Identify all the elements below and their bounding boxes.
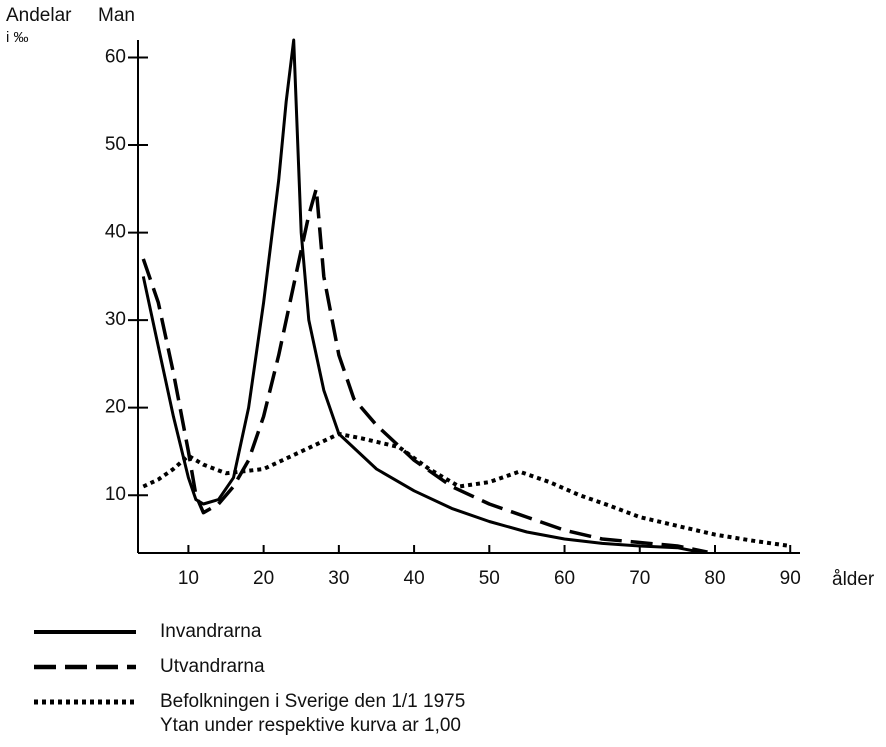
x-tick-label: 50 — [479, 568, 500, 589]
x-tick-label: 20 — [253, 568, 274, 589]
chart-title: Man — [98, 5, 135, 26]
x-tick-label: 60 — [554, 568, 575, 589]
y-tick-label: 30 — [105, 309, 126, 330]
legend-label: Utvandrarna — [160, 656, 265, 677]
x-axis-label: ålder — [832, 569, 875, 590]
series-line — [142, 431, 791, 548]
x-tick-label: 40 — [404, 568, 425, 589]
legend-label: Invandrarna — [160, 621, 262, 642]
x-tick-label: 90 — [780, 568, 801, 589]
y-tick-label: 40 — [105, 222, 126, 243]
y-tick-label: 50 — [105, 134, 126, 155]
legend-label: Befolkningen i Sverige den 1/1 1975 — [160, 691, 465, 712]
x-tick-label: 10 — [178, 568, 199, 589]
y-axis-label-line: Andelar — [6, 5, 72, 26]
note: Ytan under respektive kurva ar 1,00 — [160, 715, 461, 736]
y-tick-label: 10 — [105, 484, 126, 505]
x-tick-label: 30 — [328, 568, 349, 589]
x-tick-label: 70 — [629, 568, 650, 589]
x-tick-label: 80 — [704, 568, 725, 589]
series-line — [141, 187, 708, 554]
y-tick-label: 60 — [105, 47, 126, 68]
series-line — [141, 38, 701, 554]
y-axis-label-line: i ‰ — [6, 29, 29, 46]
y-tick-label: 20 — [105, 397, 126, 418]
